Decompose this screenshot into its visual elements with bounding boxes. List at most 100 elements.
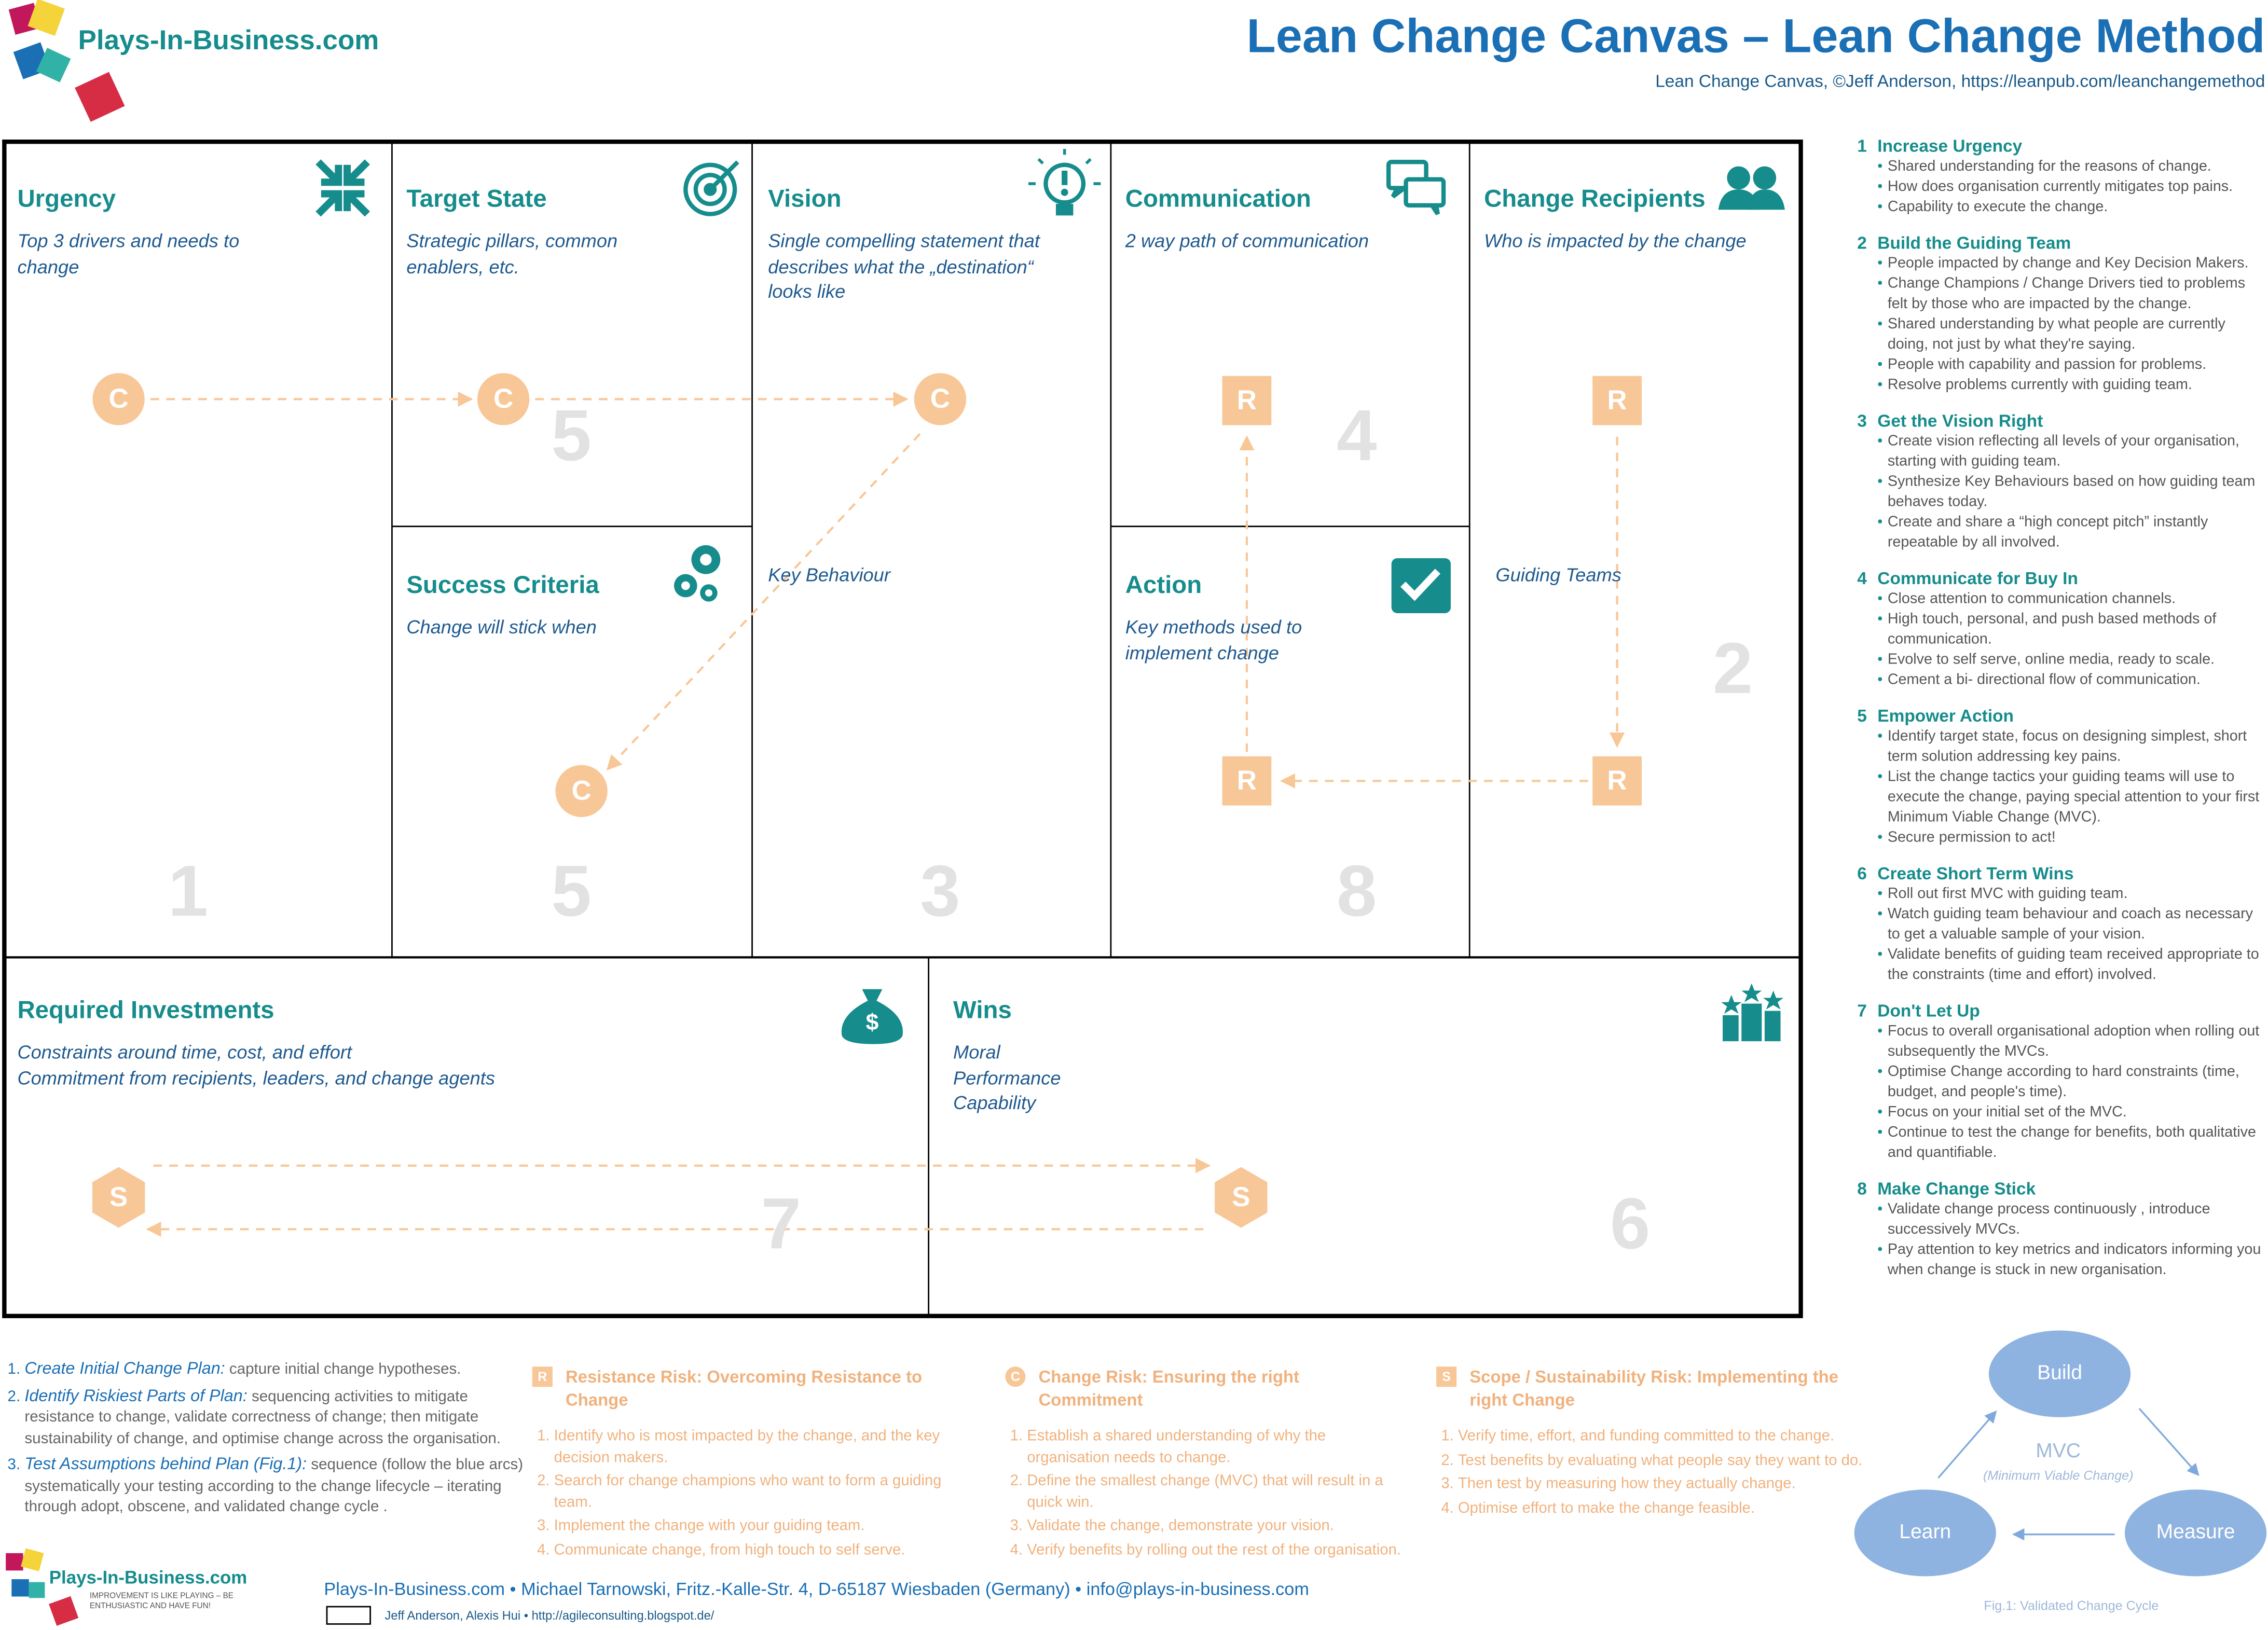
step-bullet: Validate benefits of guiding team receiv… (1877, 946, 2265, 986)
step-bullet: List the change tactics your guiding tea… (1877, 768, 2265, 828)
step-bullet: Pay attention to key metrics and indicat… (1877, 1241, 2265, 1281)
risk-title: Scope / Sustainability Risk: Implementin… (1469, 1366, 1839, 1410)
box-number: 6 (1610, 1183, 1651, 1264)
step-number: 5 (1857, 706, 1867, 726)
step: 6 Create Short Term WinsRoll out first MV… (1857, 863, 2265, 986)
logo-cubes (8, 0, 125, 122)
marker-shape (92, 373, 145, 425)
step-bullet: Watch guiding team behaviour and coach a… (1877, 905, 2265, 946)
step-bullets: Shared understanding for the reasons of … (1857, 158, 2265, 218)
risk-item: Establish a shared understanding of why … (1027, 1426, 1403, 1468)
box-number: 1 (168, 850, 209, 931)
risk-item: Communicate change, from high touch to s… (554, 1539, 981, 1560)
step-head: 2 Build the Guiding Team (1857, 233, 2265, 255)
marker-label: R (1607, 765, 1627, 796)
step-title: Get the Vision Right (1877, 410, 2043, 431)
box-number: 4 (1337, 395, 1377, 476)
box-description: Commitment from recipients, leaders, and… (17, 1066, 495, 1088)
canvas-grid (2, 140, 1803, 1318)
box-title: Communication (1125, 185, 1311, 213)
risk-badge: R (532, 1366, 553, 1387)
risk-item: Then test by measuring how they actually… (1458, 1474, 1877, 1495)
box-number: 2 (1713, 628, 1753, 709)
plan-list: Create Initial Change Plan: capture init… (6, 1359, 524, 1523)
step-bullet: Close attention to communication channel… (1877, 590, 2265, 610)
marker-label: R (1237, 765, 1257, 796)
risk-badge: C (1005, 1366, 1026, 1387)
box-title: Change Recipients (1484, 185, 1706, 213)
risk-badge: S (1436, 1366, 1457, 1387)
marker-shape (1222, 756, 1272, 806)
risk-item: Verify time, effort, and funding committ… (1458, 1426, 1877, 1447)
plan-item: Create Initial Change Plan: capture init… (24, 1359, 524, 1380)
risk-column: C Change Risk: Ensuring the right Commitm… (1005, 1365, 1403, 1563)
step-title: Make Change Stick (1877, 1178, 2036, 1199)
page-subtitle: Lean Change Canvas, ©Jeff Anderson, http… (1655, 71, 2265, 91)
box-description: describes what the „destination“ (768, 255, 1034, 277)
box-number: 8 (1337, 850, 1377, 931)
box-description: change (17, 255, 79, 277)
step-bullet: Capability to execute the change. (1877, 198, 2265, 218)
box-description: Top 3 drivers and needs to (17, 230, 240, 252)
step-head: 3 Get the Vision Right (1857, 411, 2265, 433)
step-number: 4 (1857, 568, 1867, 589)
cycle-label: Learn (1899, 1521, 1951, 1543)
box-note: Key Behaviour (768, 564, 890, 586)
step-head: 4 Communicate for Buy In (1857, 569, 2265, 590)
box-description: Performance (953, 1066, 1061, 1088)
step-bullet: Validate change process continuously , i… (1877, 1200, 2265, 1241)
box-description: 2 way path of communication (1125, 230, 1369, 252)
box-description: Single compelling statement that (768, 230, 1040, 252)
box-title: Action (1125, 571, 1202, 599)
step: 3 Get the Vision RightCreate vision refle… (1857, 411, 2265, 554)
box-title: Urgency (17, 185, 116, 213)
step-title: Create Short Term Wins (1877, 863, 2074, 884)
step-head: 1 Increase Urgency (1857, 136, 2265, 158)
risk-title: Resistance Risk: Overcoming Resistance t… (565, 1366, 923, 1410)
risk-item: Identify who is most impacted by the cha… (554, 1426, 981, 1468)
cycle-node (2124, 1489, 2267, 1577)
steps-list: 1 Increase UrgencyShared understanding fo… (1857, 136, 2265, 1296)
box-description: enablers, etc. (406, 255, 519, 277)
step-bullet: Synthesize Key Behaviours based on how g… (1877, 473, 2265, 514)
marker-shape (1592, 756, 1642, 806)
box-icons: $ (315, 149, 1785, 1044)
risk-item: Optimise effort to make the change feasi… (1458, 1498, 1877, 1518)
step-bullets: People impacted by change and Key Decisi… (1857, 255, 2265, 396)
step-bullets: Validate change process continuously , i… (1857, 1200, 2265, 1281)
step-head: 6 Create Short Term Wins (1857, 863, 2265, 885)
plan-lead: Test Assumptions behind Plan (Fig.1): (24, 1455, 307, 1474)
box-description: Change will stick when (406, 616, 597, 638)
box-number: 5 (551, 395, 592, 476)
step-bullet: Change Champions / Change Drivers tied t… (1877, 275, 2265, 315)
marker-label: S (1232, 1182, 1250, 1212)
step-bullet: Optimise Change according to hard constr… (1877, 1063, 2265, 1103)
risk-item: Implement the change with your guiding t… (554, 1515, 981, 1536)
box-title: Success Criteria (406, 571, 599, 599)
step-bullet: Cement a bi- directional flow of communi… (1877, 671, 2265, 691)
step-bullet: Identify target state, focus on designin… (1877, 727, 2265, 768)
footer-address: Plays-In-Business.com • Michael Tarnowsk… (324, 1579, 1309, 1600)
risk-item: Search for change champions who want to … (554, 1471, 981, 1513)
step-title: Empower Action (1877, 706, 2014, 726)
risk-column: S Scope / Sustainability Risk: Implementi… (1436, 1365, 1877, 1521)
step-number: 2 (1857, 232, 1867, 253)
step-bullet: High touch, personal, and push based met… (1877, 610, 2265, 651)
risk-head: C Change Risk: Ensuring the right Commitm… (1005, 1365, 1403, 1411)
step: 2 Build the Guiding TeamPeople impacted b… (1857, 233, 2265, 396)
logo-text: Plays-In-Business.com (78, 26, 379, 57)
step-bullet: Continue to test the change for benefits… (1877, 1124, 2265, 1164)
step-number: 6 (1857, 863, 1867, 884)
step-number: 8 (1857, 1178, 1867, 1199)
plan-lead: Create Initial Change Plan: (24, 1359, 225, 1378)
risk-items: Verify time, effort, and funding committ… (1436, 1426, 1877, 1518)
step-bullet: People impacted by change and Key Decisi… (1877, 255, 2265, 275)
step: 5 Empower ActionIdentify target state, fo… (1857, 706, 2265, 849)
step-title: Communicate for Buy In (1877, 568, 2078, 589)
step-title: Don't Let Up (1877, 1001, 1980, 1021)
risk-item: Verify benefits by rolling out the rest … (1027, 1539, 1403, 1560)
box-note: Guiding Teams (1495, 564, 1621, 586)
step-bullet: Focus to overall organisational adoption… (1877, 1023, 2265, 1063)
page-title: Lean Change Canvas – Lean Change Method (1246, 8, 2265, 62)
cycle-label: Measure (2156, 1521, 2235, 1543)
